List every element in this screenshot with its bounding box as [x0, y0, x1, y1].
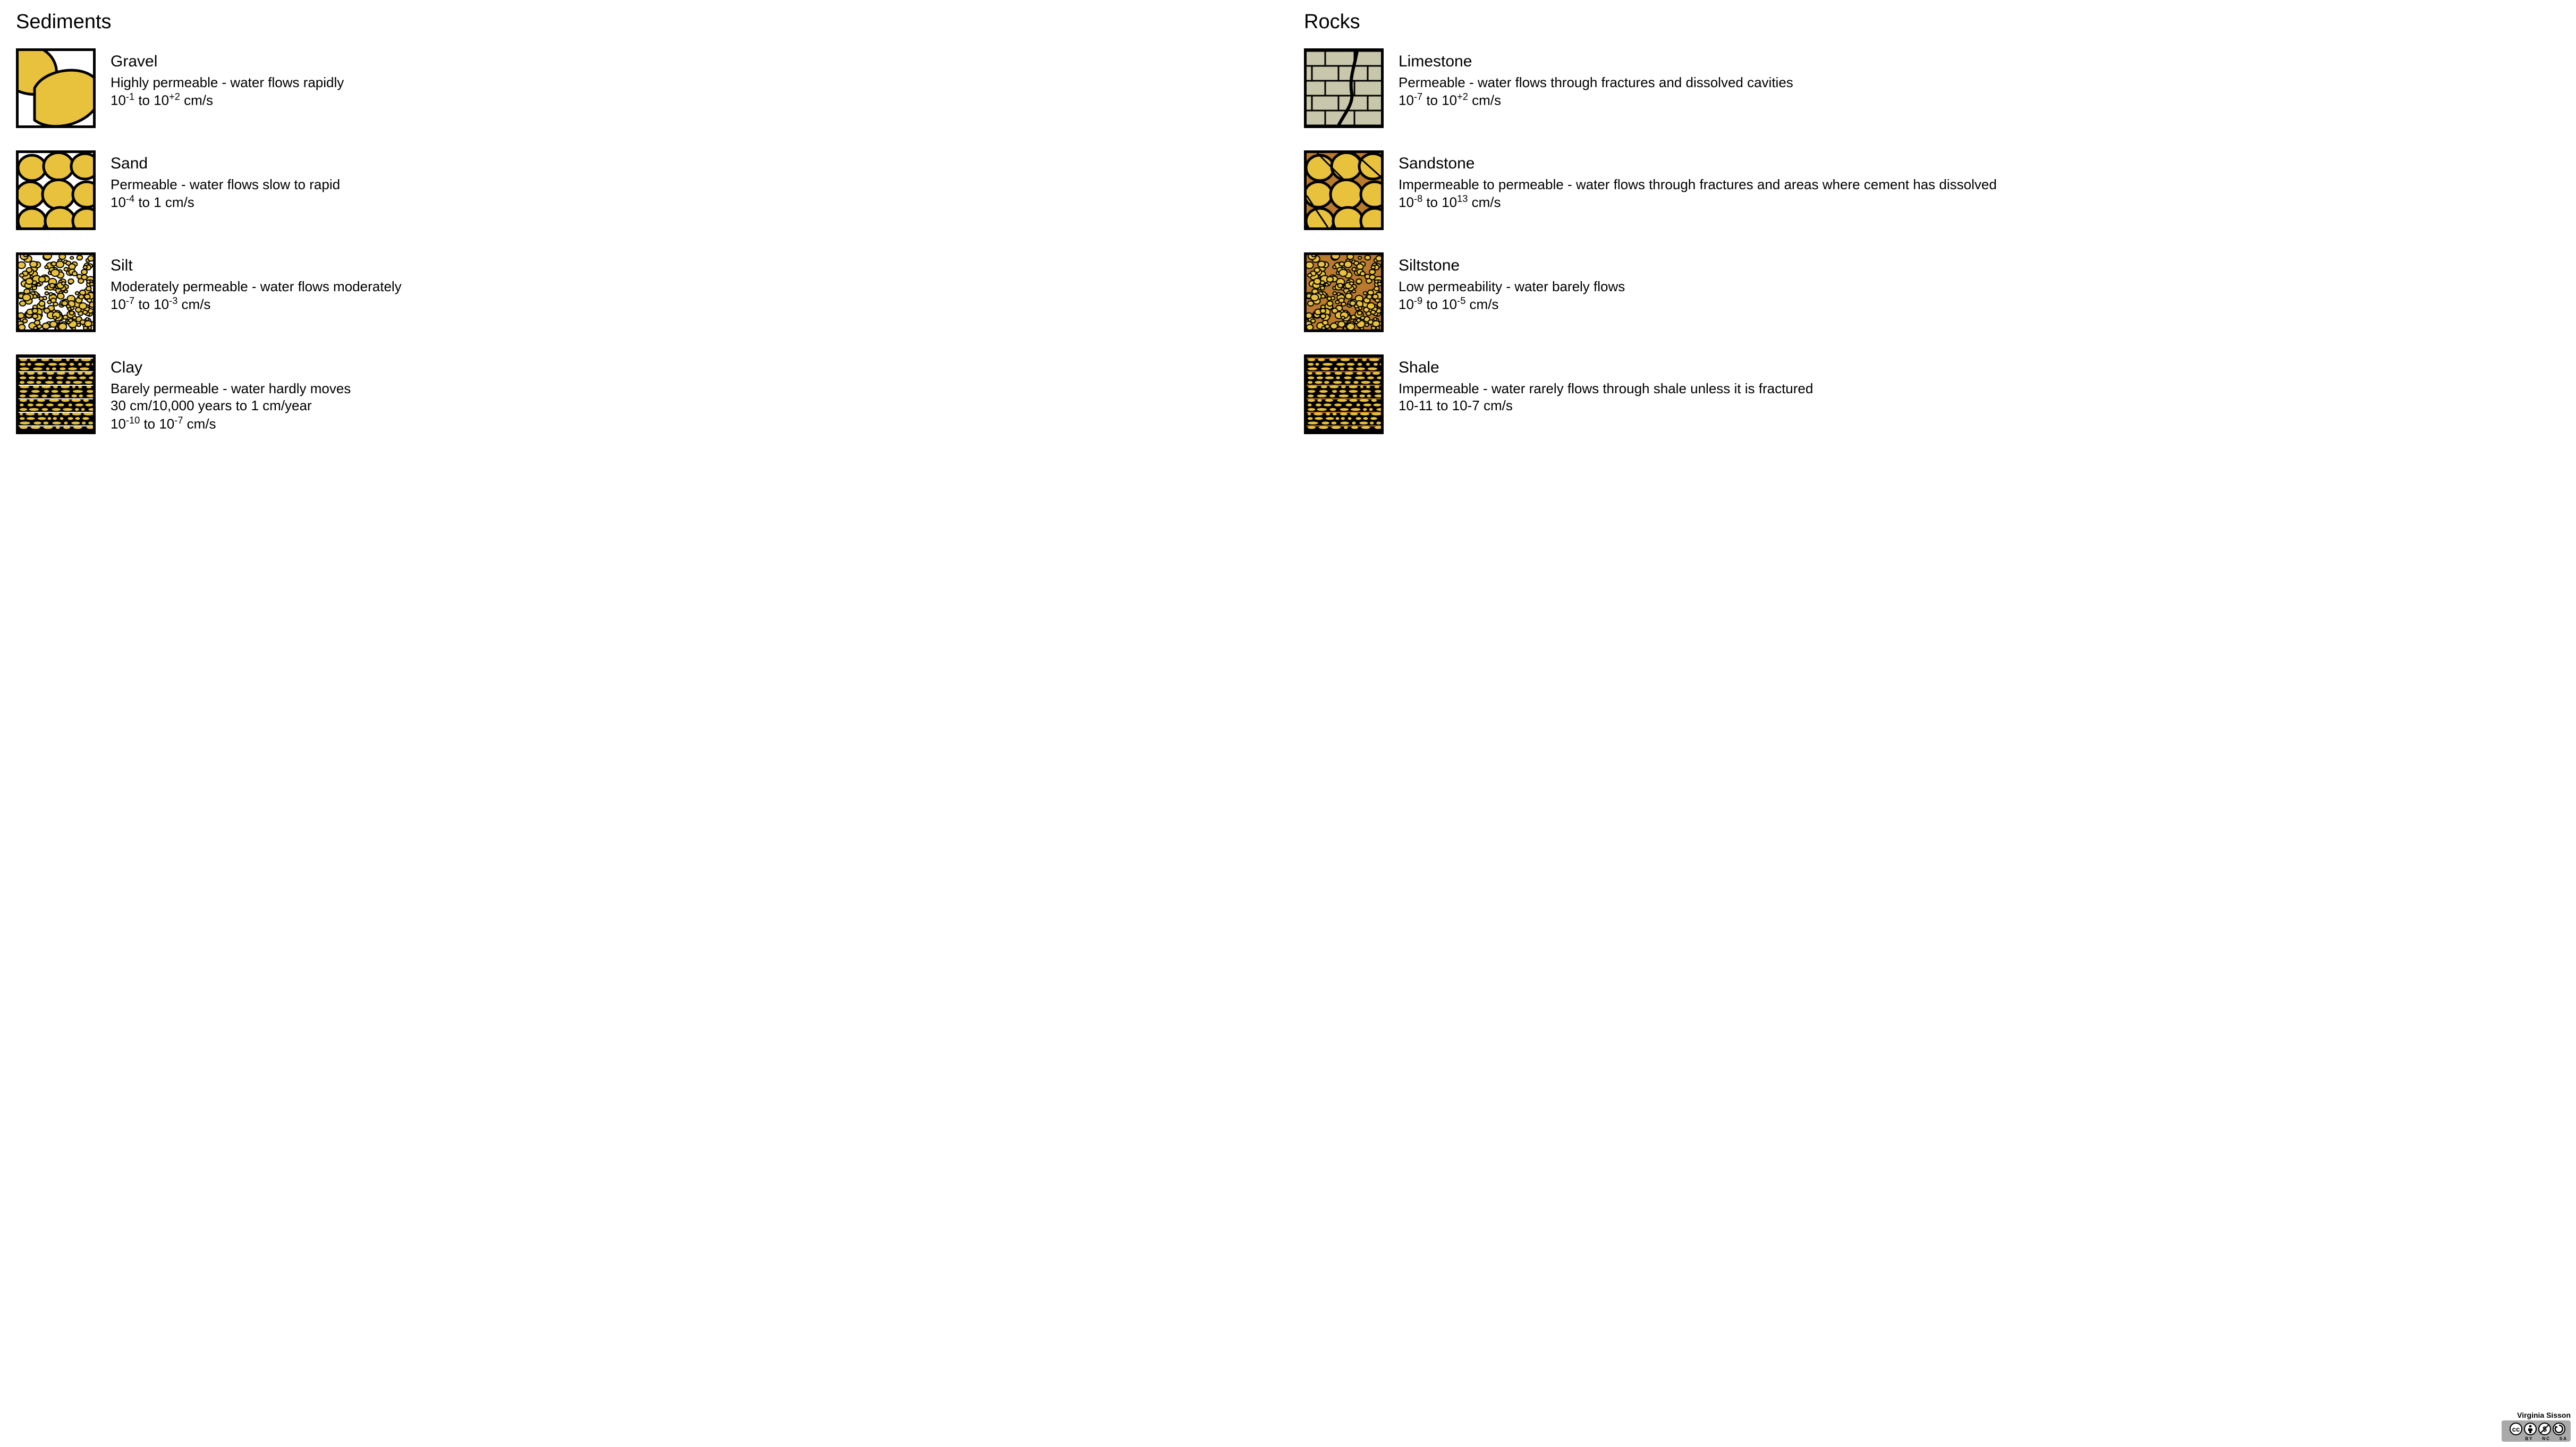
gravel-text: Gravel Highly permeable - water flows rap… — [111, 48, 344, 109]
sandstone-text: Sandstone Impermeable to permeable - wate… — [1399, 150, 1997, 211]
sand-rate: 10-4 to 1 cm/s — [111, 193, 340, 211]
clay-swatch — [16, 354, 96, 434]
limestone-swatch — [1304, 48, 1384, 128]
rocks-items: Limestone Permeable - water flows through… — [1304, 48, 2560, 434]
siltstone-entry: Siltstone Low permeability - water barely… — [1304, 252, 2560, 332]
clay-rate: 10-10 to 10-7 cm/s — [111, 414, 351, 433]
sediments-title: Sediments — [16, 11, 1272, 33]
svg-text:cc: cc — [2512, 1425, 2520, 1433]
siltstone-text: Siltstone Low permeability - water barely… — [1399, 252, 1625, 313]
limestone-desc: Permeable - water flows through fracture… — [1399, 74, 1793, 91]
sand-desc: Permeable - water flows slow to rapid — [111, 176, 340, 193]
siltstone-name: Siltstone — [1399, 256, 1625, 276]
author-credit: Virginia Sisson — [2502, 1411, 2571, 1419]
shale-text: Shale Impermeable - water rarely flows th… — [1399, 354, 1813, 414]
limestone-text: Limestone Permeable - water flows through… — [1399, 48, 1793, 109]
limestone-name: Limestone — [1399, 52, 1793, 72]
siltstone-swatch — [1304, 252, 1384, 332]
silt-name: Silt — [111, 256, 402, 276]
sandstone-name: Sandstone — [1399, 154, 1997, 174]
silt-swatch — [16, 252, 96, 332]
silt-desc: Moderately permeable - water flows moder… — [111, 278, 402, 295]
shale-rate: 10-11 to 10-7 cm/s — [1399, 397, 1813, 414]
silt-entry: Silt Moderately permeable - water flows m… — [16, 252, 1272, 332]
gravel-rate: 10-1 to 10+2 cm/s — [111, 91, 344, 109]
shale-name: Shale — [1399, 358, 1813, 378]
clay-text: ClayBarely permeable - water hardly move… — [111, 354, 351, 433]
shale-entry: Shale Impermeable - water rarely flows th… — [1304, 354, 2560, 434]
sandstone-rate: 10-8 to 1013 cm/s — [1399, 193, 1997, 211]
attribution: Virginia Sisson cc $ BY NC SA — [2502, 1411, 2571, 1442]
sandstone-desc: Impermeable to permeable - water flows t… — [1399, 176, 1997, 193]
clay-desc: Barely permeable - water hardly moves30 … — [111, 380, 351, 414]
rocks-title: Rocks — [1304, 11, 2560, 33]
shale-swatch — [1304, 354, 1384, 434]
gravel-name: Gravel — [111, 52, 344, 72]
sandstone-swatch — [1304, 150, 1384, 230]
sediments-items: Gravel Highly permeable - water flows rap… — [16, 48, 1272, 434]
gravel-swatch — [16, 48, 96, 128]
gravel-desc: Highly permeable - water flows rapidly — [111, 74, 344, 91]
sediments-column: Sediments Gravel Highly permeable - water… — [16, 11, 1272, 456]
siltstone-rate: 10-9 to 10-5 cm/s — [1399, 295, 1625, 313]
sandstone-entry: Sandstone Impermeable to permeable - wate… — [1304, 150, 2560, 230]
rocks-column: Rocks Limestone Permeable - water flows t… — [1304, 11, 2560, 456]
siltstone-desc: Low permeability - water barely flows — [1399, 278, 1625, 295]
page: Sediments Gravel Highly permeable - water… — [0, 0, 2576, 478]
sand-swatch — [16, 150, 96, 230]
sand-text: Sand Permeable - water flows slow to rapi… — [111, 150, 340, 211]
cc-license-badge: cc $ BY NC SA — [2502, 1420, 2571, 1442]
cc-license-labels: BY NC SA — [2505, 1436, 2567, 1441]
limestone-rate: 10-7 to 10+2 cm/s — [1399, 91, 1793, 109]
silt-rate: 10-7 to 10-3 cm/s — [111, 295, 402, 313]
silt-text: Silt Moderately permeable - water flows m… — [111, 252, 402, 313]
limestone-entry: Limestone Permeable - water flows through… — [1304, 48, 2560, 128]
clay-name: Clay — [111, 358, 351, 378]
gravel-entry: Gravel Highly permeable - water flows rap… — [16, 48, 1272, 128]
sand-entry: Sand Permeable - water flows slow to rapi… — [16, 150, 1272, 230]
shale-desc: Impermeable - water rarely flows through… — [1399, 380, 1813, 397]
sand-name: Sand — [111, 154, 340, 174]
clay-entry: ClayBarely permeable - water hardly move… — [16, 354, 1272, 434]
